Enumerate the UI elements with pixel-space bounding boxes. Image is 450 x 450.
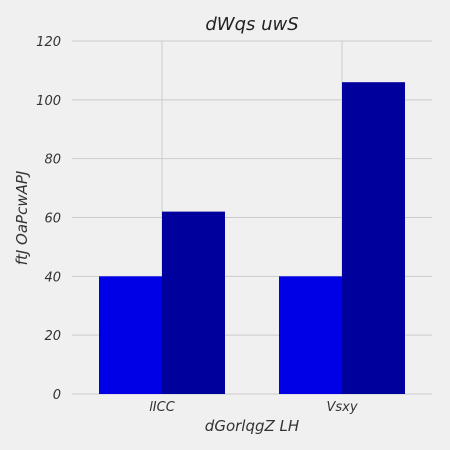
y-tick-label: 60 bbox=[44, 212, 61, 227]
y-tick-label: 0 bbox=[53, 388, 61, 403]
x-axis-label: dGorlqgZ LH bbox=[205, 417, 299, 435]
x-tick-label: lICC bbox=[149, 400, 176, 415]
y-tick-label: 100 bbox=[36, 94, 61, 109]
y-axis-label: ftJ OaPcwAPJ bbox=[13, 171, 31, 266]
tick-labels: 0 20 40 60 80 100 120 lICC Vsxy bbox=[36, 35, 358, 415]
bars bbox=[99, 82, 405, 394]
bar-series-2-Vsxy bbox=[342, 82, 405, 394]
y-tick-label: 120 bbox=[36, 35, 61, 50]
y-tick-label: 40 bbox=[44, 270, 61, 285]
bar-series-2-lICC bbox=[162, 211, 225, 394]
y-tick-label: 80 bbox=[44, 153, 61, 168]
bar-series-1-Vsxy bbox=[279, 276, 342, 394]
chart-title: dWqs uwS bbox=[205, 14, 298, 35]
y-tick-label: 20 bbox=[44, 329, 61, 344]
x-tick-label: Vsxy bbox=[326, 400, 357, 415]
bar-series-1-lICC bbox=[99, 276, 162, 394]
